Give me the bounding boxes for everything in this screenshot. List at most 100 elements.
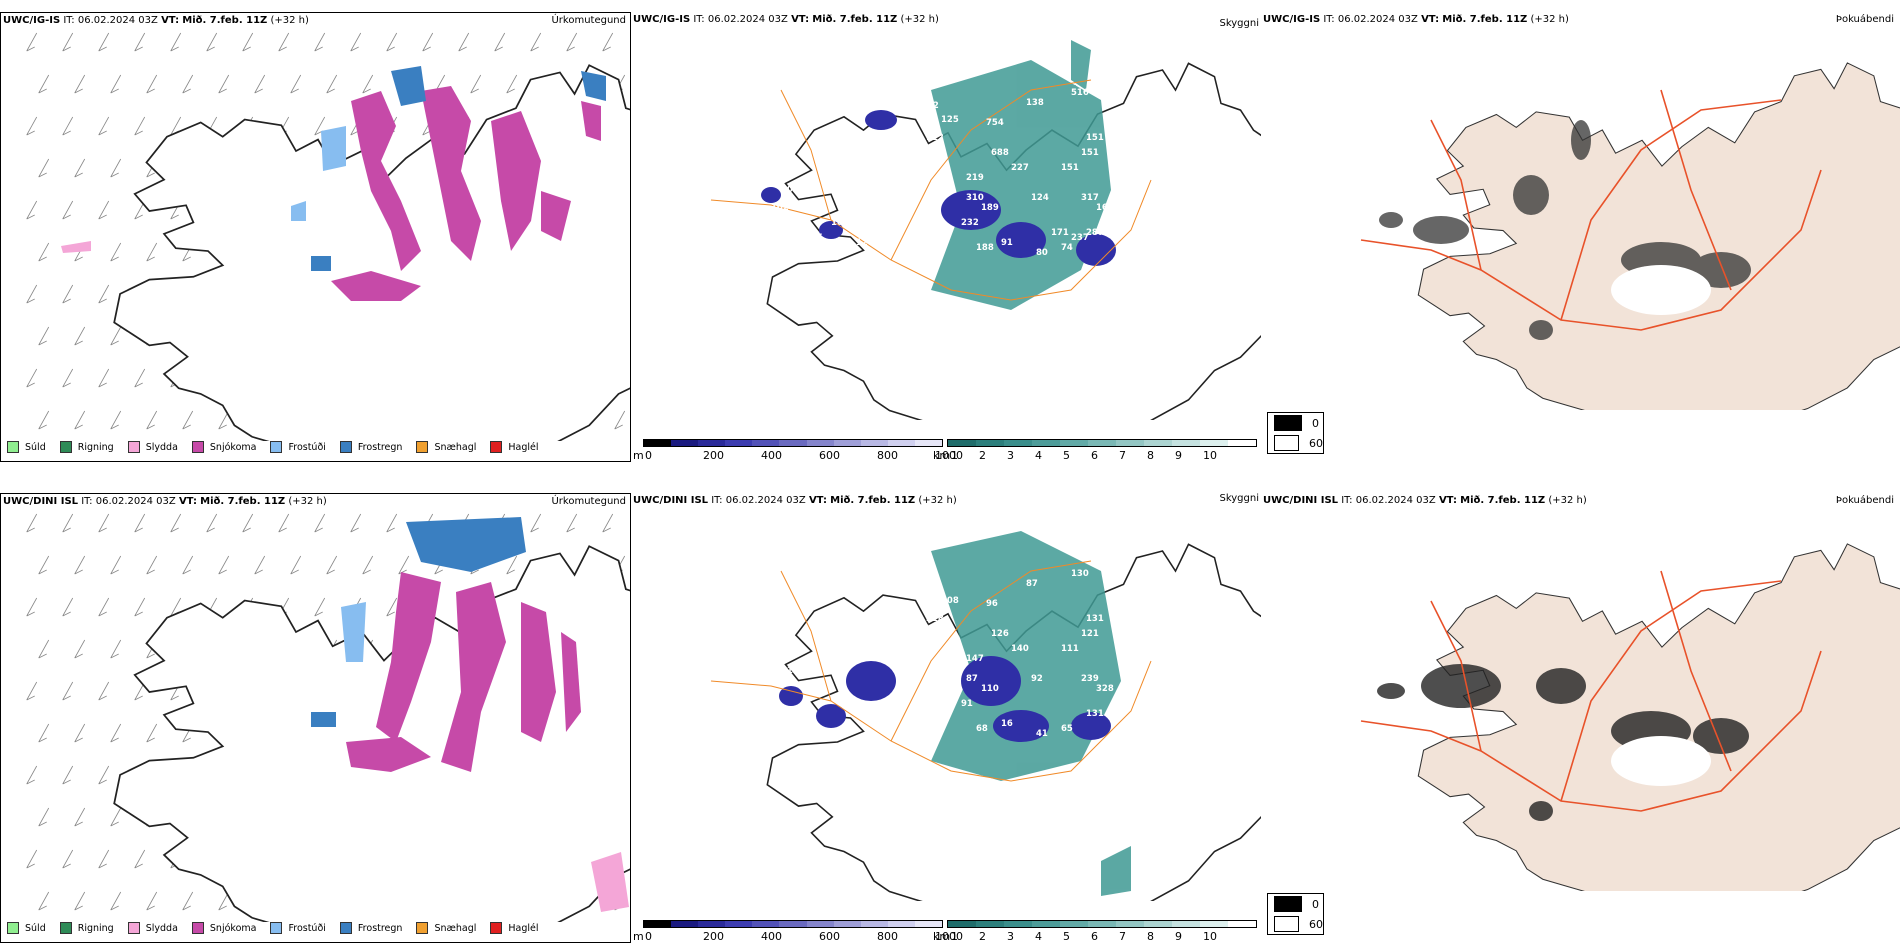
ceiling-value-label: 171 [1051,228,1069,238]
ceiling-value-label: 170 [911,143,929,153]
legend-label: Snjókoma [209,441,257,453]
wind-barb [146,555,158,575]
ceiling-value-label: 239 [1081,674,1099,684]
ceiling-value-label: 102 [771,203,789,213]
parameter-label: Þokuábendi [1835,14,1894,25]
colorbar-tick: 6 [1091,930,1098,943]
wind-barb [98,681,110,701]
precip-type-map [26,513,631,922]
legend-item: Frostregn [339,922,402,934]
colorbar-tick: 7 [1119,449,1126,462]
wind-barb [74,891,86,911]
legend-label: Slydda [145,922,178,934]
wind-barb [506,74,518,94]
legend-label: Haglél [508,922,539,934]
colorbar-tick: 1000 [935,930,963,943]
wind-barb [218,555,230,575]
wind-barb [146,242,158,262]
colorbar-tick: 4 [1035,930,1042,943]
wind-barb [458,32,470,52]
legend-label: Slydda [145,441,178,453]
wind-barb [602,32,614,52]
wind-barb [110,410,122,430]
ceiling-value-label: 147 [966,654,984,664]
legend-item: Snjókoma [191,441,257,453]
ceiling-value-label: 151 [1081,148,1099,158]
ceiling-value-label: 91 [1001,238,1013,248]
wind-barb [254,555,266,575]
legend-item: Frostúði [270,441,326,453]
wind-barb [254,74,266,94]
wind-barb [38,242,50,262]
ceiling-value-label: 131 [1086,614,1104,624]
visibility-colorbar: km 1 2 3 4 5 6 7 8 9 10 [933,920,1259,943]
ceiling-value-label: 68 [976,724,988,734]
ceiling-value-label: 80 [1036,248,1048,258]
wind-barb [98,284,110,304]
colorbar-tick: 600 [819,449,840,462]
ceiling-value-label: 487 [911,624,929,634]
ceiling-value-label: 108 [831,218,849,228]
wind-barb [494,32,506,52]
wind-barb [62,284,74,304]
ceiling-value-label: 103 [781,185,799,195]
precip-type-panel-top: UWC/IG-IS IT: 06.02.2024 03Z VT: Mið. 7.… [0,12,631,462]
legend-label: Snjókoma [209,922,257,934]
wind-barb [98,597,110,617]
wind-barb [62,681,74,701]
fog-legend-item: 60 [1268,914,1323,934]
legend-swatch [191,441,204,453]
wind-barb [134,368,146,388]
wind-barb [362,555,374,575]
colorbar-tick: 600 [819,930,840,943]
legend-swatch [191,922,204,934]
legend-label: Frostúði [288,441,326,453]
legend-swatch [59,441,72,453]
legend-label: Rigning [77,441,114,453]
wind-barb [470,74,482,94]
colorbar-tick: 5 [1063,449,1070,462]
ceiling-value-label: 189 [981,203,999,213]
roads [1360,89,1822,331]
wind-barb [26,368,38,388]
wind-barb [26,597,38,617]
wind-barb [62,116,74,136]
snow-areas [346,572,581,772]
fog-legend-item: 60 [1268,433,1323,453]
legend-swatch [339,922,352,934]
colorbar-tick: 200 [703,930,724,943]
wind-barb [134,32,146,52]
wind-barb [110,74,122,94]
wind-barb [362,74,374,94]
colorbar-tick: 1 [951,930,958,943]
wind-barb [614,410,626,430]
colorbar-unit: km [933,930,951,943]
wind-barb [38,891,50,911]
wind-barb [26,200,38,220]
ceiling-value-label: 16 [1001,719,1013,729]
wind-barb [26,284,38,304]
wind-barb [530,32,542,52]
panel-title: UWC/DINI ISL IT: 06.02.2024 03Z VT: Mið.… [633,495,957,506]
wind-barb [110,723,122,743]
wind-barb [242,32,254,52]
wind-barb [110,891,122,911]
wind-barb [278,513,290,533]
wind-barb [62,765,74,785]
ceiling-visibility-panel-top: UWC/IG-IS IT: 06.02.2024 03Z VT: Mið. 7.… [631,12,1261,462]
ceiling-value-label: 151 [1086,133,1104,143]
ceiling-value-label: 232 [961,218,979,228]
wind-barb [74,326,86,346]
colorbar-tick: 1000 [935,449,963,462]
wind-barb [110,807,122,827]
parameter-label: Úrkomutegund [551,15,626,26]
panel-title: UWC/IG-IS IT: 06.02.2024 03Z VT: Mið. 7.… [3,15,309,26]
colorbar-tick: 3 [1007,930,1014,943]
ceiling-value-label: 112 [926,133,944,143]
ceiling-value-label: 227 [1011,163,1029,173]
wind-barb [74,639,86,659]
colorbar-tick: 4 [1035,449,1042,462]
wind-barb [62,849,74,869]
wind-barb [26,32,38,52]
